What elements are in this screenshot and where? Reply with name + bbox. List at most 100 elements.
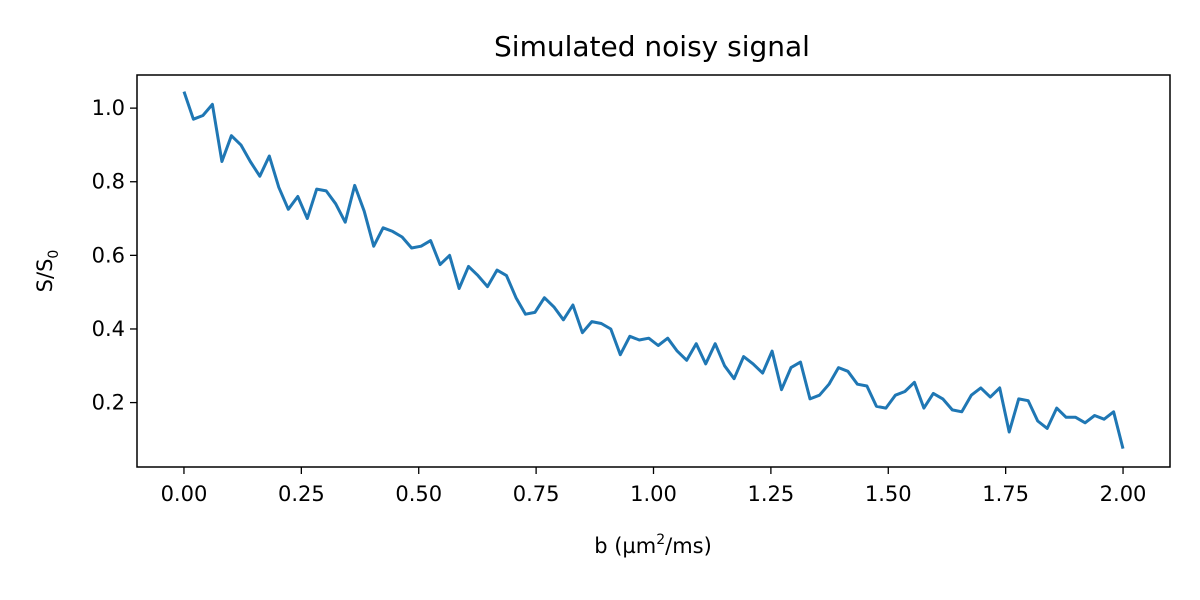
series-line: [182, 91, 1125, 449]
data-point: [1055, 406, 1059, 410]
y-tick-label: 0.6: [92, 243, 125, 267]
data-point: [258, 174, 262, 178]
data-point: [1045, 426, 1049, 430]
data-point: [855, 382, 859, 386]
data-point: [628, 334, 632, 338]
data-point: [248, 159, 252, 163]
data-point: [713, 342, 717, 346]
data-point: [391, 229, 395, 233]
data-point: [267, 154, 271, 158]
data-point: [675, 349, 679, 353]
data-point: [931, 391, 935, 395]
x-tick-label: 0.25: [278, 482, 325, 506]
data-point: [1112, 410, 1116, 414]
x-axis-label: b (µm2/ms): [594, 532, 712, 558]
y-axis-label: S/S0: [33, 250, 62, 293]
data-point: [969, 393, 973, 397]
y-tick-label: 0.4: [92, 317, 125, 341]
data-point: [1007, 430, 1011, 434]
data-point: [561, 318, 565, 322]
data-point: [372, 244, 376, 248]
data-point: [1083, 421, 1087, 425]
y-axis: 0.2 0.4 0.6 0.8 1.0: [92, 96, 137, 415]
data-point: [1017, 397, 1021, 401]
data-point: [486, 285, 490, 289]
data-point: [922, 406, 926, 410]
x-tick-label: 0.50: [395, 482, 442, 506]
data-point: [410, 246, 414, 250]
data-point: [400, 235, 404, 239]
data-point: [666, 336, 670, 340]
x-tick-label: 0.75: [513, 482, 560, 506]
data-point: [286, 207, 290, 211]
data-point: [277, 185, 281, 189]
y-tick-label: 0.2: [92, 391, 125, 415]
data-point: [590, 320, 594, 324]
data-point: [220, 159, 224, 163]
data-point: [874, 404, 878, 408]
x-tick-label: 1.75: [982, 482, 1029, 506]
data-point: [884, 406, 888, 410]
data-point: [514, 296, 518, 300]
data-point: [495, 268, 499, 272]
data-point: [552, 305, 556, 309]
data-point: [780, 388, 784, 392]
data-point: [343, 220, 347, 224]
data-point: [296, 194, 300, 198]
data-point: [694, 342, 698, 346]
data-point: [950, 408, 954, 412]
data-point: [742, 355, 746, 359]
data-point: [685, 358, 689, 362]
x-tick-label: 1.25: [748, 482, 795, 506]
data-point: [799, 360, 803, 364]
data-point: [315, 187, 319, 191]
data-point: [893, 393, 897, 397]
x-tick-label: 1.50: [865, 482, 912, 506]
data-point: [419, 244, 423, 248]
data-point: [723, 364, 727, 368]
x-tick-label: 0.00: [161, 482, 208, 506]
data-point: [836, 366, 840, 370]
data-point: [362, 209, 366, 213]
data-point: [438, 263, 442, 267]
plot-area: [136, 74, 1171, 468]
data-point: [324, 189, 328, 193]
data-point: [533, 310, 537, 314]
data-point: [467, 264, 471, 268]
data-points: [182, 90, 1125, 451]
data-point: [429, 239, 433, 243]
data-point: [523, 312, 527, 316]
data-point: [979, 386, 983, 390]
data-point: [457, 286, 461, 290]
data-point: [599, 321, 603, 325]
data-point: [637, 338, 641, 342]
data-point: [827, 382, 831, 386]
data-point: [504, 274, 508, 278]
data-point: [817, 393, 821, 397]
data-point: [334, 202, 338, 206]
data-point: [1026, 399, 1030, 403]
data-point: [751, 362, 755, 366]
data-point: [305, 217, 309, 221]
data-point: [988, 395, 992, 399]
data-point: [210, 102, 214, 106]
chart-title: Simulated noisy signal: [494, 30, 810, 63]
x-tick-label: 2.00: [1100, 482, 1147, 506]
data-point: [201, 113, 205, 117]
data-point: [704, 362, 708, 366]
data-point: [618, 353, 622, 357]
data-point: [448, 253, 452, 257]
data-point: [381, 226, 385, 230]
data-point: [761, 371, 765, 375]
data-point: [732, 377, 736, 381]
data-point: [229, 134, 233, 138]
data-point: [542, 296, 546, 300]
y-tick-label: 0.8: [92, 170, 125, 194]
data-point: [353, 183, 357, 187]
data-point: [1074, 415, 1078, 419]
data-point: [960, 410, 964, 414]
data-point: [865, 384, 869, 388]
data-point: [580, 331, 584, 335]
x-tick-label: 1.00: [630, 482, 677, 506]
data-point: [770, 349, 774, 353]
